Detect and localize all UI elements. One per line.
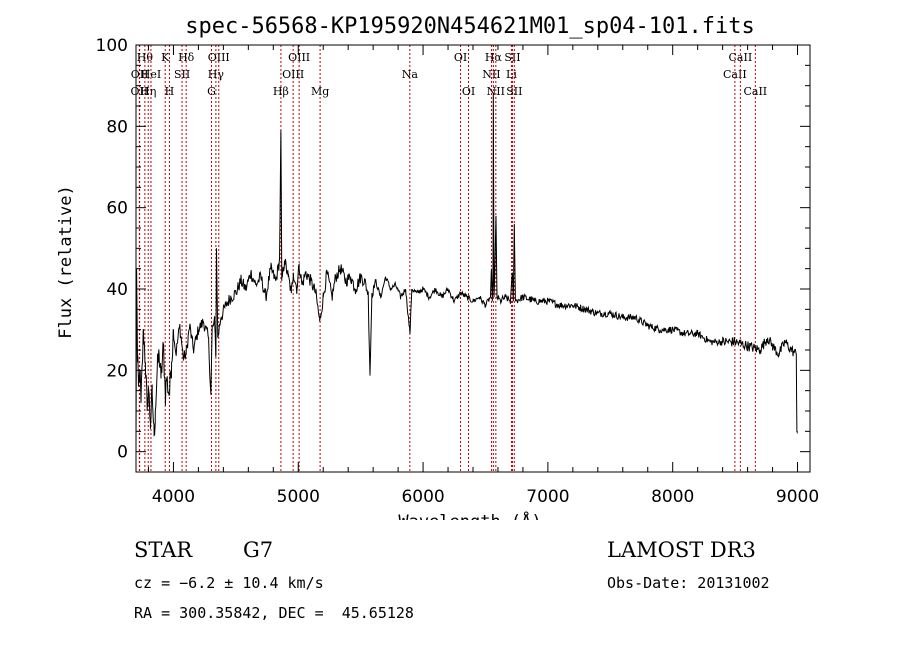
line-marker-label: Hβ <box>273 85 289 98</box>
line-marker-label: CaII <box>729 51 753 64</box>
y-tick-label: 80 <box>106 117 128 137</box>
line-marker-label: SII <box>504 51 520 64</box>
line-marker-label: HeI <box>141 68 161 81</box>
line-marker-label: NII <box>487 85 505 98</box>
y-axis-label: Flux (relative) <box>56 185 76 339</box>
line-marker-label: Hδ <box>178 51 195 64</box>
y-tick-label: 100 <box>96 36 128 56</box>
line-marker-label: Hθ <box>137 51 154 64</box>
redshift-cz: cz = −6.2 ± 10.4 km/s <box>134 574 324 592</box>
line-marker-label: Mg <box>311 85 329 98</box>
object-class: STAR <box>134 538 193 562</box>
line-marker-label: H <box>165 85 175 98</box>
line-marker-label: OIII <box>282 68 304 81</box>
line-marker-label: OI <box>462 85 475 98</box>
line-marker-label: Hγ <box>208 68 225 81</box>
line-marker-label: OII <box>131 68 149 81</box>
x-tick-label: 4000 <box>152 487 195 507</box>
y-axis-ticks: 0 20 40 60 80 100 <box>96 36 810 463</box>
line-marker-label: NII <box>482 68 500 81</box>
plot-frame <box>135 44 811 473</box>
line-marker-label: Hα <box>485 51 503 64</box>
line-marker-label: Na <box>402 68 419 81</box>
line-marker-label: OIII <box>288 51 310 64</box>
x-tick-label: 6000 <box>401 487 444 507</box>
line-marker-label: SII <box>506 85 522 98</box>
coordinates: RA = 300.35842, DEC = 45.65128 <box>134 604 414 622</box>
line-marker-label: OI <box>454 51 467 64</box>
y-tick-label: 40 <box>106 280 128 300</box>
x-tick-label: 7000 <box>526 487 569 507</box>
line-marker-label: K <box>161 51 170 64</box>
x-tick-label: 8000 <box>651 487 694 507</box>
line-marker-label: G <box>207 85 216 98</box>
survey-name: LAMOST DR3 <box>607 538 756 562</box>
line-marker-label: CaII <box>743 85 767 98</box>
x-tick-label: 5000 <box>277 487 320 507</box>
line-marker-label: OII <box>131 85 149 98</box>
line-marker-label: OIII <box>208 51 230 64</box>
x-axis-label: Wavelength (Å) <box>398 510 541 520</box>
y-tick-label: 0 <box>117 443 128 463</box>
x-tick-label: 9000 <box>776 487 819 507</box>
y-tick-label: 20 <box>106 361 128 381</box>
chart-title: spec-56568-KP195920N454621M01_sp04-101.f… <box>185 14 755 39</box>
line-marker-label: Hη <box>140 85 156 98</box>
line-marker-label: SII <box>174 68 190 81</box>
observation-date: Obs-Date: 20131002 <box>607 574 770 592</box>
x-axis-ticks: 4000 5000 6000 7000 8000 9000 <box>147 45 819 507</box>
spectrum-chart: spec-56568-KP195920N454621M01_sp04-101.f… <box>56 14 819 520</box>
object-subclass: G7 <box>243 538 274 562</box>
y-tick-label: 60 <box>106 199 128 219</box>
line-marker-label: CaII <box>723 68 747 81</box>
line-marker-label: Li <box>506 68 517 81</box>
spectrum-line <box>135 93 798 448</box>
